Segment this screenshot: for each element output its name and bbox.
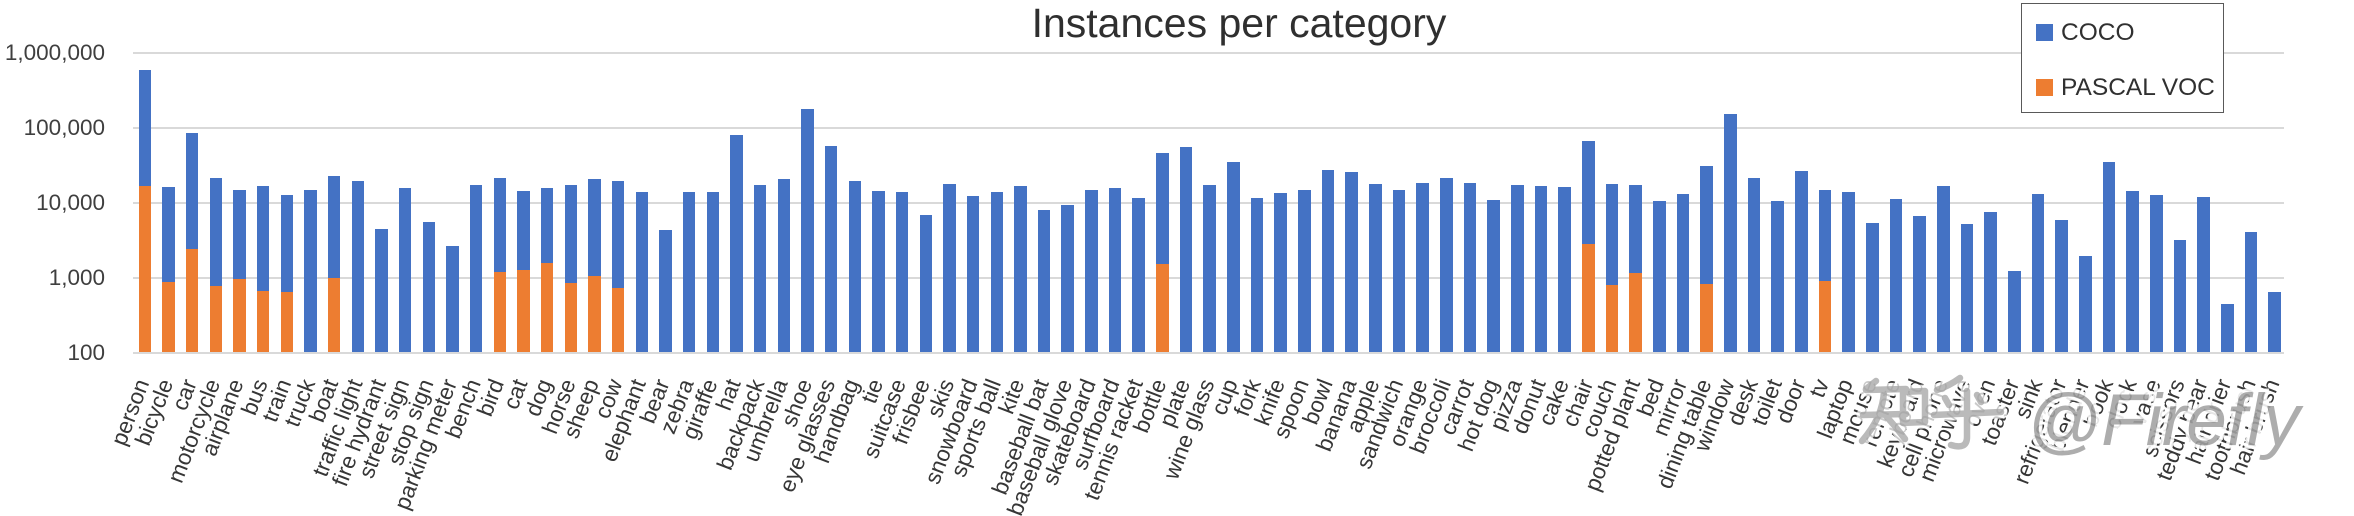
- svg-text:@Firefly: @Firefly: [2027, 380, 2304, 461]
